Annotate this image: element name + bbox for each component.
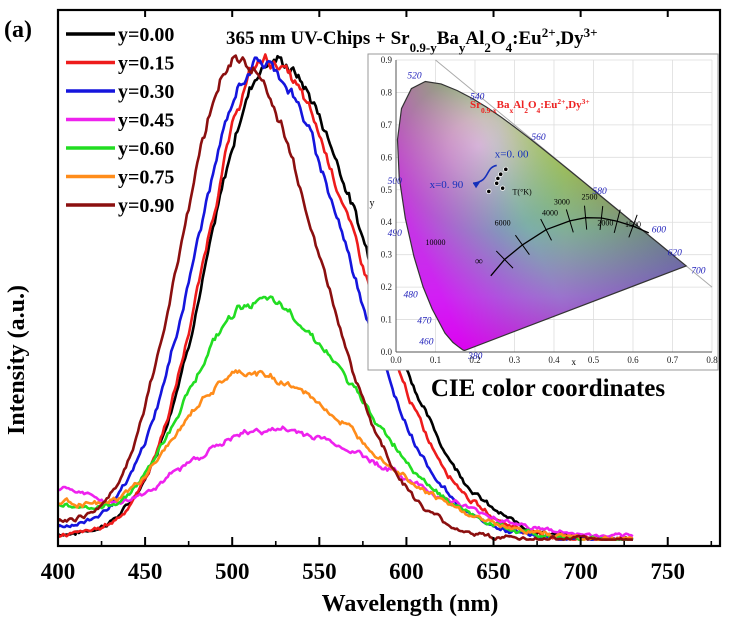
iso-cct-line	[514, 234, 530, 255]
x-tick-label: 400	[41, 559, 76, 584]
inset-x-label: x	[572, 357, 577, 367]
chart-title: 365 nm UV-Chips + Sr0.9-yBayAl2O4:Eu2+,D…	[226, 25, 598, 55]
x-tick-label: 550	[302, 559, 337, 584]
wavelength-label: 500	[388, 177, 403, 187]
wavelength-label: 490	[388, 229, 403, 239]
legend-label-3: y=0.45	[118, 110, 174, 132]
cct-label: 2000	[597, 218, 613, 227]
legend-label-6: y=0.90	[118, 195, 174, 217]
inset-x-tick: 0.5	[588, 355, 600, 365]
wavelength-label: 460	[419, 338, 434, 348]
wavelength-label: 380	[467, 352, 483, 362]
inset-x-tick: 0.0	[390, 355, 402, 365]
series-line-060	[57, 295, 634, 541]
series-line-075	[57, 369, 634, 541]
inset-caption: CIE color coordinates	[431, 375, 666, 402]
planckian-locus	[490, 217, 650, 277]
series-line-045	[57, 425, 634, 539]
cie-point	[498, 171, 504, 177]
inset-x-tick: 0.6	[627, 355, 639, 365]
cie-point	[500, 185, 506, 191]
annotation-start: x=0. 00	[495, 148, 529, 160]
cie-inset: ∞ 10000 6000 4000 3000 2500 2000 1500 T(°K) x=0. …	[367, 53, 719, 371]
inset-x-tick: 0.3	[509, 355, 521, 365]
cct-label: 2500	[582, 193, 598, 202]
x-tick-label: 600	[389, 559, 424, 584]
cct-unit: T(°K)	[513, 188, 533, 197]
legend-label-4: y=0.60	[118, 138, 174, 160]
legend-label-2: y=0.30	[118, 81, 174, 103]
inset-y-tick: 0.4	[381, 217, 393, 227]
cct-label: 10000	[426, 238, 446, 247]
cct-label: 4000	[542, 209, 558, 218]
inset-y-tick: 0.7	[381, 120, 393, 130]
wavelength-label: 700	[691, 266, 706, 276]
inset-y-tick: 0.1	[381, 315, 392, 325]
cie-point	[486, 188, 492, 194]
y-axis-title: Intensity (a.u.)	[4, 285, 30, 435]
iso-cct-line	[540, 218, 552, 241]
cie-gamut-magenta	[397, 81, 687, 351]
cie-point	[494, 180, 500, 186]
inset-x-tick: 0.2	[469, 355, 480, 365]
cie-locus	[396, 80, 688, 351]
wavelength-label: 520	[407, 72, 422, 82]
annotation-end: x=0. 90	[430, 179, 464, 191]
inset-y-label: y	[370, 198, 375, 209]
legend-label-0: y=0.00	[118, 24, 174, 46]
wavelength-label: 480	[403, 291, 418, 301]
cie-point	[495, 175, 501, 182]
inset-y-tick: 0.2	[381, 282, 392, 292]
iso-cct-line	[628, 214, 638, 238]
x-tick-label: 650	[476, 559, 511, 584]
inset-y-tick: 0.8	[381, 87, 393, 97]
cct-label: 3000	[554, 197, 570, 206]
wavelength-label: 560	[531, 133, 546, 143]
inset-y-tick: 0.5	[381, 185, 393, 195]
wavelength-label: 540	[470, 93, 485, 103]
main-plot: 400 450 500 550 600 650 700 750	[41, 8, 722, 584]
inset-y-tick: 0.6	[381, 152, 393, 162]
iso-cct-line	[599, 206, 604, 230]
wavelength-label: 620	[668, 248, 683, 258]
iso-cct-line	[613, 209, 621, 233]
cct-label: ∞	[475, 255, 483, 267]
x-tick-label: 450	[128, 559, 163, 584]
inset-x-tick: 0.4	[548, 355, 560, 365]
iso-cct-line	[565, 209, 574, 233]
shift-arrow	[472, 164, 497, 185]
legend-label-5: y=0.75	[118, 167, 174, 189]
inset-y-tick: 0.0	[381, 347, 393, 357]
series-line-090	[57, 54, 634, 541]
cie-point	[503, 166, 509, 172]
cct-label: 6000	[495, 218, 511, 227]
shift-arrow-head	[473, 182, 481, 189]
iso-cct-line	[583, 205, 588, 230]
panel-label: (a)	[4, 17, 32, 43]
wavelength-label: 600	[652, 226, 667, 236]
inset-y-tick: 0.3	[381, 250, 393, 260]
inset-x-tick: 0.1	[430, 355, 441, 365]
inset-x-tick: 0.7	[667, 355, 679, 365]
cct-label: 1500	[625, 220, 641, 229]
x-tick-label: 700	[563, 559, 598, 584]
inset-title: Sr0.9-xBaxAl2O4:Eu2+,Dy3+	[470, 97, 590, 115]
wavelength-label: 580	[593, 187, 608, 197]
x-axis-title: Wavelength (nm)	[322, 591, 499, 617]
x-tick-label: 750	[650, 559, 685, 584]
x-tick-label: 500	[215, 559, 250, 584]
legend-label-1: y=0.15	[118, 53, 174, 75]
legend: y=0.00 y=0.15 y=0.30 y=0.45 y=0.60 y=0.75 y=0.…	[66, 24, 174, 217]
iso-cct-line	[495, 250, 514, 269]
inset-x-tick: 0.8	[706, 355, 718, 365]
plot-frame	[56, 8, 722, 548]
wavelength-label: 470	[417, 317, 432, 327]
inset-y-tick: 0.9	[381, 55, 393, 65]
